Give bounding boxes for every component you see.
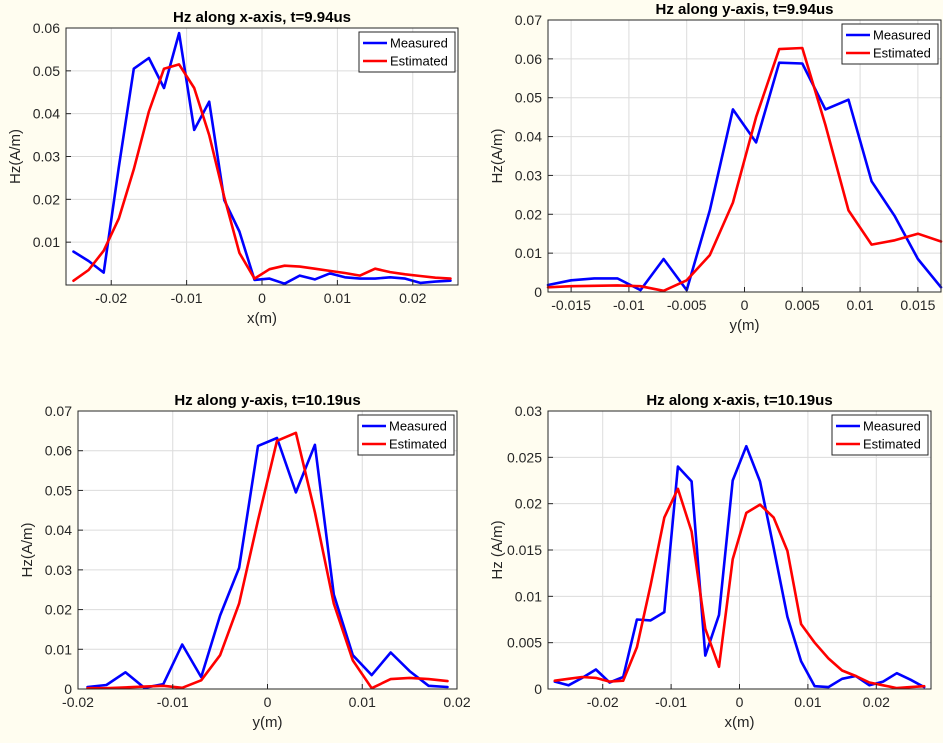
chart-4: -0.02 -0.01 0 0.01 0.02 0 0.005 0.01 0.015 0.02 0.…	[489, 392, 932, 731]
chart-1-title: Hz along x-axis, t=9.94us	[173, 9, 351, 26]
chart-3-title: Hz along y-axis, t=10.19us	[174, 392, 360, 409]
chart-4-y-tick-label-3: 0.015	[507, 542, 542, 558]
chart-1-series-measured-line	[72, 31, 452, 286]
chart-3: -0.02 -0.01 0 0.01 0.02 0 0.01 0.02 0.03 0.04 0.05…	[19, 392, 471, 731]
chart-3-y-tick-label-6: 0.06	[45, 443, 72, 459]
chart-1-x-tick-label-2: 0	[258, 290, 266, 306]
chart-1-y-tick-label-0: 0.01	[33, 234, 60, 250]
chart-4-series-estimated-line	[553, 487, 926, 690]
chart-2-y-axis-label: Hz(A/m)	[489, 129, 506, 184]
chart-1-x-tick-label-0: -0.02	[95, 290, 127, 306]
chart-3-x-tick-label-3: 0.01	[349, 694, 376, 710]
chart-4-y-tick-label-4: 0.02	[515, 496, 542, 512]
chart-1-series-estimated-line	[72, 63, 452, 283]
chart-3-x-tick-label-0: -0.02	[62, 694, 94, 710]
chart-3-y-tick-label-1: 0.01	[45, 641, 72, 657]
chart-2-x-tick-label-0: -0.015	[551, 297, 591, 313]
chart-2-y-tick-label-6: 0.06	[515, 51, 542, 67]
chart-4-x-tick-label-1: -0.01	[655, 694, 687, 710]
chart-3-legend-label-measured: Measured	[389, 419, 447, 434]
chart-4-y-tick-label-6: 0.03	[515, 403, 542, 419]
chart-3-x-tick-label-2: 0	[264, 694, 272, 710]
chart-2-y-tick-label-2: 0.02	[515, 206, 542, 222]
chart-2-x-tick-label-4: 0.005	[785, 297, 820, 313]
chart-1-legend: Measured Estimated	[358, 31, 456, 73]
chart-2-x-tick-label-6: 0.015	[900, 297, 935, 313]
chart-4-legend-box	[831, 414, 929, 456]
chart-4-x-axis-label: x(m)	[725, 714, 755, 731]
chart-1-x-tick-label-1: -0.01	[171, 290, 203, 306]
chart-2-x-axis-label: y(m)	[730, 317, 760, 334]
chart-2-legend-label-measured: Measured	[873, 28, 931, 43]
chart-2-y-tick-label-4: 0.04	[515, 129, 542, 145]
chart-2: -0.015 -0.01 -0.005 0 0.005 0.01 0.015 0 0.01 0.0…	[489, 1, 943, 334]
chart-1-x-tick-label-4: 0.02	[399, 290, 426, 306]
chart-2-x-tick-label-3: 0	[741, 297, 749, 313]
chart-2-x-tick-label-1: -0.01	[613, 297, 645, 313]
chart-3-y-tick-label-5: 0.05	[45, 482, 72, 498]
chart-4-x-tick-label-3: 0.01	[794, 694, 821, 710]
chart-1-legend-label-measured: Measured	[390, 36, 448, 51]
chart-4-y-axis-label: Hz (A/m)	[489, 520, 506, 579]
chart-3-y-axis-label: Hz(A/m)	[19, 523, 36, 578]
chart-1-y-tick-label-1: 0.02	[33, 191, 60, 207]
chart-3-y-tick-label-2: 0.02	[45, 602, 72, 618]
chart-2-legend-box	[841, 23, 939, 65]
chart-3-y-tick-label-3: 0.03	[45, 562, 72, 578]
chart-2-series-measured-line	[546, 61, 943, 292]
chart-2-y-tick-label-1: 0.01	[515, 245, 542, 261]
chart-3-x-tick-label-1: -0.01	[157, 694, 189, 710]
chart-4-legend: Measured Estimated	[831, 414, 929, 456]
chart-3-legend: Measured Estimated	[357, 414, 455, 456]
chart-3-legend-box	[357, 414, 455, 456]
chart-3-legend-label-estimated: Estimated	[389, 437, 447, 452]
chart-2-series-estimated-line	[546, 46, 943, 293]
chart-4-y-tick-label-0: 0	[534, 681, 542, 697]
chart-1-y-tick-label-5: 0.06	[33, 20, 60, 36]
chart-4-title: Hz along x-axis, t=10.19us	[646, 392, 832, 409]
chart-3-x-tick-label-4: 0.02	[443, 694, 470, 710]
chart-4-x-tick-label-2: 0	[736, 694, 744, 710]
chart-3-y-tick-label-0: 0	[64, 681, 72, 697]
chart-1-x-axis-label: x(m)	[247, 310, 277, 327]
chart-1-legend-box	[358, 31, 456, 73]
chart-1-y-tick-label-2: 0.03	[33, 149, 60, 165]
chart-3-series-estimated-line	[86, 431, 449, 690]
chart-2-title: Hz along y-axis, t=9.94us	[656, 1, 834, 18]
chart-2-y-tick-label-3: 0.03	[515, 167, 542, 183]
chart-2-legend: Measured Estimated	[841, 23, 939, 65]
chart-4-y-tick-label-5: 0.025	[507, 449, 542, 465]
chart-2-y-tick-label-0: 0	[534, 284, 542, 300]
chart-3-y-tick-label-7: 0.07	[45, 403, 72, 419]
chart-2-legend-label-estimated: Estimated	[873, 46, 931, 61]
chart-4-y-tick-label-2: 0.01	[515, 588, 542, 604]
chart-1-y-axis-label: Hz(A/m)	[7, 129, 24, 184]
chart-1-legend-label-estimated: Estimated	[390, 54, 448, 69]
chart-2-y-tick-label-7: 0.07	[515, 12, 542, 28]
chart-2-x-tick-label-5: 0.01	[846, 297, 873, 313]
chart-1-y-tick-label-3: 0.04	[33, 106, 60, 122]
chart-4-legend-label-measured: Measured	[863, 419, 921, 434]
chart-4-x-tick-label-4: 0.02	[863, 694, 890, 710]
chart-2-y-tick-label-5: 0.05	[515, 90, 542, 106]
chart-4-y-tick-label-1: 0.005	[507, 635, 542, 651]
chart-4-x-tick-label-0: -0.02	[587, 694, 619, 710]
chart-4-legend-label-estimated: Estimated	[863, 437, 921, 452]
chart-1-y-tick-label-4: 0.05	[33, 63, 60, 79]
chart-2-x-tick-label-2: -0.005	[667, 297, 707, 313]
chart-3-y-tick-label-4: 0.04	[45, 522, 72, 538]
chart-1-x-tick-label-3: 0.01	[324, 290, 351, 306]
chart-3-x-axis-label: y(m)	[253, 714, 283, 731]
chart-1: -0.02 -0.01 0 0.01 0.02 0.01 0.02 0.03 0.04 0.05 0…	[7, 9, 459, 327]
